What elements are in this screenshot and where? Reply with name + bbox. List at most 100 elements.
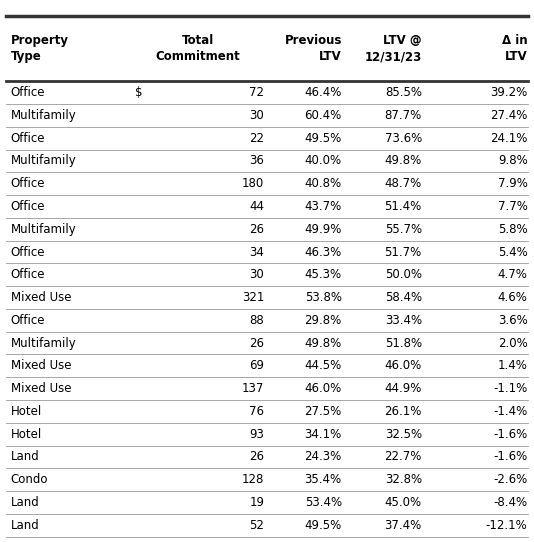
Text: 87.7%: 87.7% (384, 109, 422, 122)
Text: Office: Office (11, 200, 45, 213)
Text: 44.5%: 44.5% (304, 359, 342, 372)
Text: $: $ (135, 86, 143, 99)
Text: 29.8%: 29.8% (304, 314, 342, 327)
Text: 93: 93 (249, 428, 264, 441)
Text: -8.4%: -8.4% (493, 496, 528, 509)
Text: 46.0%: 46.0% (304, 382, 342, 395)
Text: 4.6%: 4.6% (498, 291, 528, 304)
Text: 50.0%: 50.0% (385, 268, 422, 281)
Text: 5.8%: 5.8% (498, 223, 528, 236)
Text: Office: Office (11, 268, 45, 281)
Text: Office: Office (11, 177, 45, 190)
Text: Mixed Use: Mixed Use (11, 291, 71, 304)
Text: 36: 36 (249, 154, 264, 167)
Text: 2.0%: 2.0% (498, 337, 528, 350)
Text: Land: Land (11, 519, 40, 532)
Text: 30: 30 (249, 268, 264, 281)
Text: 33.4%: 33.4% (384, 314, 422, 327)
Text: -1.6%: -1.6% (493, 450, 528, 463)
Text: Office: Office (11, 246, 45, 259)
Text: 128: 128 (242, 473, 264, 486)
Text: 72: 72 (249, 86, 264, 99)
Text: Multifamily: Multifamily (11, 154, 76, 167)
Text: 26: 26 (249, 223, 264, 236)
Text: 73.6%: 73.6% (384, 132, 422, 145)
Text: Mixed Use: Mixed Use (11, 359, 71, 372)
Text: 137: 137 (242, 382, 264, 395)
Text: 46.4%: 46.4% (304, 86, 342, 99)
Text: 9.8%: 9.8% (498, 154, 528, 167)
Text: Land: Land (11, 450, 40, 463)
Text: 35.4%: 35.4% (304, 473, 342, 486)
Text: Mixed Use: Mixed Use (11, 382, 71, 395)
Text: 49.5%: 49.5% (304, 132, 342, 145)
Text: 37.4%: 37.4% (384, 519, 422, 532)
Text: -1.1%: -1.1% (493, 382, 528, 395)
Text: 45.3%: 45.3% (304, 268, 342, 281)
Text: 49.8%: 49.8% (304, 337, 342, 350)
Text: Office: Office (11, 86, 45, 99)
Text: 3.6%: 3.6% (498, 314, 528, 327)
Text: 51.4%: 51.4% (384, 200, 422, 213)
Text: 48.7%: 48.7% (384, 177, 422, 190)
Text: 51.8%: 51.8% (384, 337, 422, 350)
Text: 4.7%: 4.7% (498, 268, 528, 281)
Text: Previous
LTV: Previous LTV (285, 34, 342, 63)
Text: 76: 76 (249, 405, 264, 418)
Text: -1.6%: -1.6% (493, 428, 528, 441)
Text: Hotel: Hotel (11, 405, 42, 418)
Text: 7.9%: 7.9% (498, 177, 528, 190)
Text: 60.4%: 60.4% (304, 109, 342, 122)
Text: 53.8%: 53.8% (305, 291, 342, 304)
Text: -1.4%: -1.4% (493, 405, 528, 418)
Text: 26: 26 (249, 450, 264, 463)
Text: 46.0%: 46.0% (384, 359, 422, 372)
Text: 43.7%: 43.7% (304, 200, 342, 213)
Text: 49.9%: 49.9% (304, 223, 342, 236)
Text: Property
Type: Property Type (11, 34, 69, 63)
Text: 22.7%: 22.7% (384, 450, 422, 463)
Text: 180: 180 (242, 177, 264, 190)
Text: 22: 22 (249, 132, 264, 145)
Text: LTV @
12/31/23: LTV @ 12/31/23 (365, 34, 422, 63)
Text: 52: 52 (249, 519, 264, 532)
Text: 24.3%: 24.3% (304, 450, 342, 463)
Text: 27.4%: 27.4% (490, 109, 528, 122)
Text: 45.0%: 45.0% (384, 496, 422, 509)
Text: Office: Office (11, 132, 45, 145)
Text: 32.8%: 32.8% (384, 473, 422, 486)
Text: 40.0%: 40.0% (304, 154, 342, 167)
Text: 27.5%: 27.5% (304, 405, 342, 418)
Text: Land: Land (11, 496, 40, 509)
Text: 26.1%: 26.1% (384, 405, 422, 418)
Text: Hotel: Hotel (11, 428, 42, 441)
Text: 46.3%: 46.3% (304, 246, 342, 259)
Text: 34.1%: 34.1% (304, 428, 342, 441)
Text: 49.5%: 49.5% (304, 519, 342, 532)
Text: 88: 88 (249, 314, 264, 327)
Text: 24.1%: 24.1% (490, 132, 528, 145)
Text: Multifamily: Multifamily (11, 223, 76, 236)
Text: 44: 44 (249, 200, 264, 213)
Text: Multifamily: Multifamily (11, 337, 76, 350)
Text: 39.2%: 39.2% (490, 86, 528, 99)
Text: Office: Office (11, 314, 45, 327)
Text: 32.5%: 32.5% (384, 428, 422, 441)
Text: Multifamily: Multifamily (11, 109, 76, 122)
Text: 1.4%: 1.4% (498, 359, 528, 372)
Text: 26: 26 (249, 337, 264, 350)
Text: -2.6%: -2.6% (493, 473, 528, 486)
Text: 85.5%: 85.5% (385, 86, 422, 99)
Text: Total
Commitment: Total Commitment (155, 34, 240, 63)
Text: 5.4%: 5.4% (498, 246, 528, 259)
Text: 53.4%: 53.4% (304, 496, 342, 509)
Text: 19: 19 (249, 496, 264, 509)
Text: 55.7%: 55.7% (384, 223, 422, 236)
Text: Condo: Condo (11, 473, 48, 486)
Text: 7.7%: 7.7% (498, 200, 528, 213)
Text: Δ in
LTV: Δ in LTV (502, 34, 528, 63)
Text: 40.8%: 40.8% (304, 177, 342, 190)
Text: 69: 69 (249, 359, 264, 372)
Text: -12.1%: -12.1% (486, 519, 528, 532)
Text: 49.8%: 49.8% (384, 154, 422, 167)
